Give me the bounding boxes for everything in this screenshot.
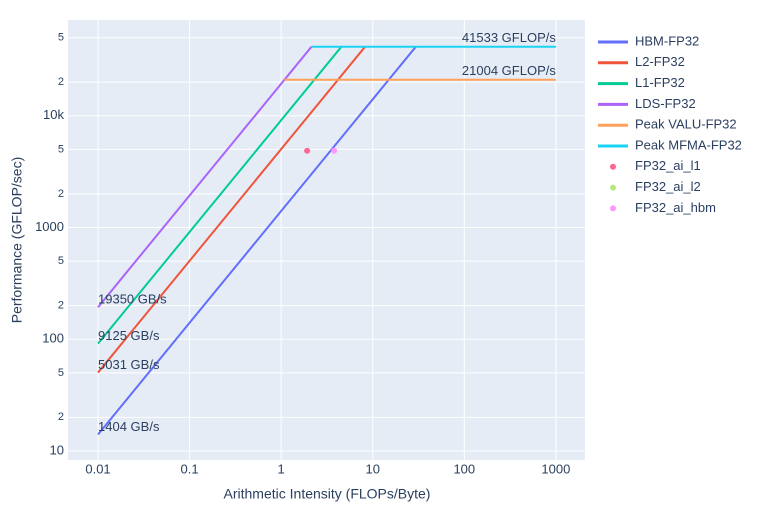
- series-line: [97, 46, 313, 308]
- bandwidth-label: 1404 GB/s: [98, 419, 160, 434]
- legend-marker: [610, 205, 616, 212]
- y-tick-label: 2: [58, 188, 64, 200]
- bandwidth-label: 9125 GB/s: [98, 328, 160, 343]
- y-tick-label: 10: [50, 442, 64, 457]
- legend-label: LDS-FP32: [635, 96, 696, 111]
- x-tick-label: 10: [366, 461, 380, 476]
- legend-marker: [610, 163, 616, 170]
- y-tick-label: 2: [58, 300, 64, 312]
- legend-label: FP32_ai_l2: [635, 179, 701, 194]
- legend-label: HBM-FP32: [635, 33, 699, 48]
- legend-marker: [610, 184, 616, 191]
- y-tick-label: 100: [42, 331, 64, 346]
- plot-area: [68, 20, 585, 460]
- peak-label: 41533 GFLOP/s: [462, 30, 556, 45]
- y-tick-label: 5: [58, 255, 64, 267]
- x-tick-label: 1: [278, 461, 285, 476]
- x-tick-label: 0.01: [85, 461, 110, 476]
- x-tick-label: 100: [453, 461, 475, 476]
- legend-label: Peak MFMA-FP32: [635, 137, 742, 152]
- y-tick-label: 10k: [43, 107, 64, 122]
- data-point: [304, 147, 311, 154]
- y-tick-label: 5: [58, 32, 64, 44]
- series-line: [97, 46, 366, 374]
- y-tick-label: 5: [58, 367, 64, 379]
- y-tick-label: 2: [58, 411, 64, 423]
- legend-label: FP32_ai_l1: [635, 158, 701, 173]
- legend-label: FP32_ai_hbm: [635, 200, 716, 215]
- x-axis-title: Arithmetic Intensity (FLOPs/Byte): [224, 486, 431, 502]
- legend-label: L2-FP32: [635, 54, 685, 69]
- y-axis-title: Performance (GFLOP/sec): [9, 157, 25, 324]
- y-tick-label: 2: [58, 76, 64, 88]
- bandwidth-label: 19350 GB/s: [98, 292, 167, 307]
- bandwidth-label: 5031 GB/s: [98, 357, 160, 372]
- data-point: [331, 147, 338, 154]
- x-tick-label: 0.1: [181, 461, 199, 476]
- series-line: [97, 46, 343, 345]
- y-tick-label: 5: [58, 143, 64, 155]
- peak-label: 21004 GFLOP/s: [462, 63, 556, 78]
- x-tick-label: 1000: [541, 461, 570, 476]
- series-line: [97, 46, 417, 436]
- y-tick-label: 1000: [35, 219, 64, 234]
- legend-label: Peak VALU-FP32: [635, 117, 737, 132]
- legend-label: L1-FP32: [635, 75, 685, 90]
